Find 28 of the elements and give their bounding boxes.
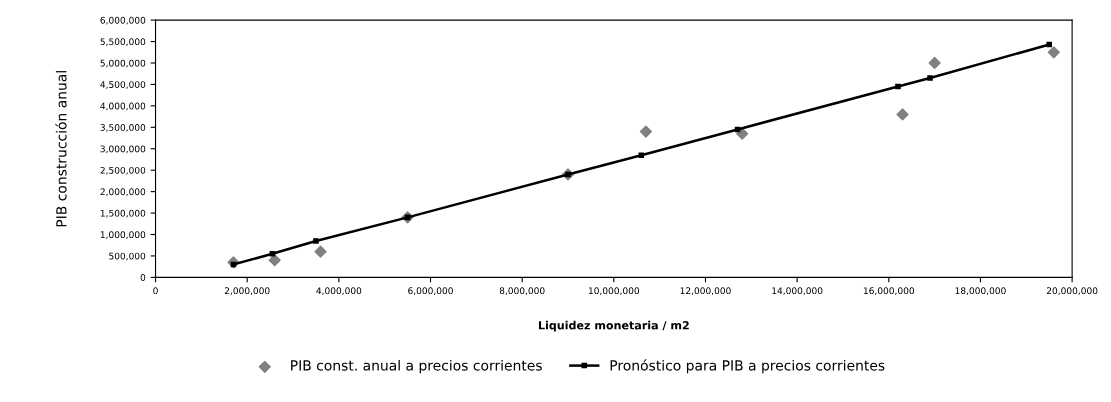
x-tick-label: 0 <box>153 287 158 295</box>
x-tick-label: 6,000,000 <box>408 287 453 296</box>
x-axis-title: Liquidez monetaria / m2 <box>538 320 689 332</box>
x-tick-label: 10,000,000 <box>588 287 640 296</box>
x-tick-label: 4,000,000 <box>316 287 362 296</box>
y-tick-label: 2,500,000 <box>100 166 146 175</box>
y-tick-label: 1,500,000 <box>100 209 146 218</box>
y-tick-label: 4,000,000 <box>100 102 146 111</box>
x-tick-label: 8,000,000 <box>499 287 545 296</box>
y-tick-label: 500,000 <box>109 252 146 261</box>
y-tick-label: 0 <box>140 274 146 281</box>
x-tick-label: 16,000,000 <box>863 287 915 296</box>
y-tick-label: 3,500,000 <box>100 124 146 132</box>
x-tick-label: 12,000,000 <box>680 287 731 296</box>
y-tick-label: 6,000,000 <box>100 16 146 25</box>
y-tick-label: 1,000,000 <box>100 231 146 239</box>
x-tick-label: 20,000,000 <box>1046 287 1098 296</box>
legend-label: Pronóstico para PIB a precios corrientes <box>610 359 885 374</box>
y-tick-label: 5,500,000 <box>100 38 146 47</box>
x-tick-label: 14,000,000 <box>772 287 823 296</box>
y-axis-title: PIB construcción anual <box>55 71 67 227</box>
x-tick-label: 2,000,000 <box>224 287 270 296</box>
y-tick-label: 4,500,000 <box>100 81 146 89</box>
y-tick-label: 3,000,000 <box>100 145 146 154</box>
y-tick-label: 5,000,000 <box>100 59 146 68</box>
legend-label: PIB const. anual a precios corrientes <box>291 359 542 374</box>
x-tick-label: 18,000,000 <box>955 287 1006 296</box>
y-tick-label: 2,000,000 <box>100 188 146 197</box>
